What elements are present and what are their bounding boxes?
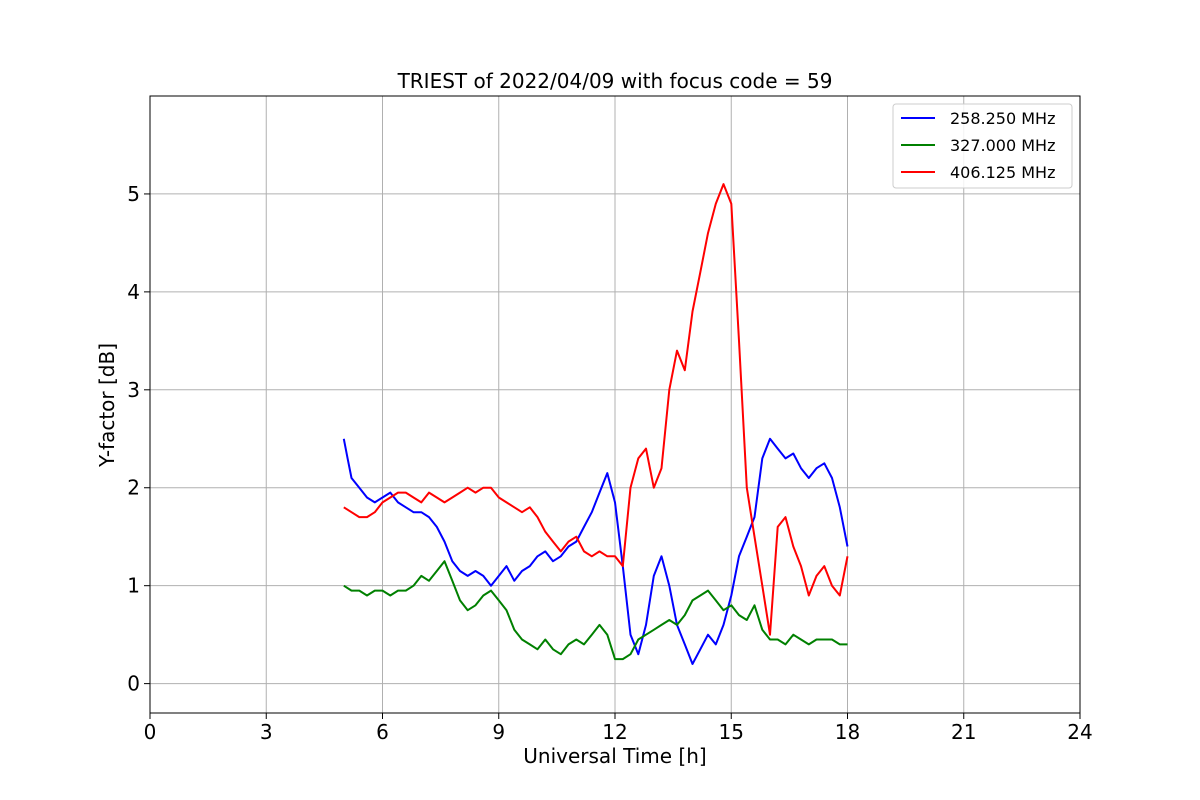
x-axis-ticks: 0 3 6 9 12 15 18 21 24 <box>144 713 1093 744</box>
y-tick-label: 2 <box>127 476 140 500</box>
legend-box <box>892 103 1073 189</box>
x-tick-label: 18 <box>835 720 860 744</box>
grid <box>149 96 1081 713</box>
chart-title: TRIEST of 2022/04/09 with focus code = 5… <box>397 69 833 93</box>
y-tick-label: 3 <box>127 378 140 402</box>
x-tick-label: 24 <box>1067 720 1092 744</box>
x-tick-label: 0 <box>144 720 157 744</box>
y-axis-label: Y-factor [dB] <box>95 343 119 468</box>
x-tick-label: 12 <box>602 720 627 744</box>
series-layer <box>342 183 849 665</box>
x-tick-label: 3 <box>260 720 273 744</box>
y-tick-label: 0 <box>127 672 140 696</box>
x-axis-label: Universal Time [h] <box>523 744 706 768</box>
x-tick-label: 15 <box>719 720 744 744</box>
legend-label: 327.000 MHz <box>950 136 1055 155</box>
series-line-2 <box>343 560 848 661</box>
y-axis-ticks: 0 1 2 3 4 5 <box>127 182 150 696</box>
legend: 258.250 MHz 327.000 MHz 406.125 MHz <box>892 103 1073 189</box>
x-tick-label: 21 <box>951 720 976 744</box>
x-tick-label: 6 <box>376 720 389 744</box>
legend-item: 327.000 MHz <box>901 136 1055 155</box>
legend-item: 258.250 MHz <box>901 109 1055 128</box>
legend-label: 406.125 MHz <box>950 163 1055 182</box>
series-line-3 <box>343 183 849 636</box>
y-tick-label: 4 <box>127 280 140 304</box>
legend-item: 406.125 MHz <box>901 163 1055 182</box>
y-tick-label: 5 <box>127 182 140 206</box>
y-tick-label: 1 <box>127 574 140 598</box>
legend-label: 258.250 MHz <box>950 109 1055 128</box>
x-tick-label: 9 <box>492 720 505 744</box>
series-line-1 <box>342 437 849 665</box>
